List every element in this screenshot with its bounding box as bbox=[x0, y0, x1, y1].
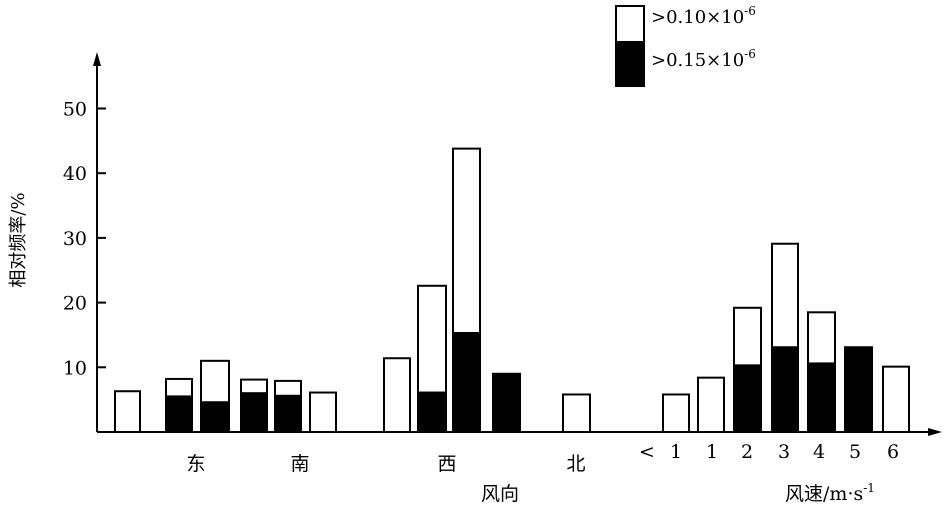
x-tick-label-speed: 5 bbox=[849, 441, 861, 463]
x-tick-label-speed: 2 bbox=[741, 441, 753, 463]
bar-p010 bbox=[114, 390, 141, 434]
x-tick-label-direction: 东 bbox=[186, 453, 205, 475]
x-axis-label-speed-sup: -1 bbox=[863, 481, 875, 495]
bar-p015 bbox=[165, 395, 193, 434]
x-axis-label-direction: 风向 bbox=[481, 483, 519, 505]
legend: >0.10×10-6 >0.15×10-6 bbox=[615, 4, 756, 87]
bar-p015 bbox=[807, 362, 836, 433]
y-tick-label: 50 bbox=[63, 99, 87, 121]
legend-label-p010-text: >0.10×10 bbox=[651, 7, 744, 28]
x-axis-label-speed-text: 风速/m·s bbox=[785, 483, 863, 505]
x-tick-label-speed: 6 bbox=[887, 441, 899, 463]
y-axis bbox=[93, 52, 101, 432]
y-axis-label: 相对频率/% bbox=[8, 192, 29, 287]
bar-p015 bbox=[492, 372, 521, 433]
y-tick-label: 20 bbox=[63, 293, 87, 315]
x-tick-label-speed: 1 bbox=[706, 441, 718, 463]
x-tick-label-speed: 1 bbox=[670, 441, 682, 463]
legend-label-p010: >0.10×10-6 bbox=[651, 4, 756, 28]
x-tick-labels: 东 南 西 北 < 1 1 2 3 4 5 6 bbox=[186, 441, 899, 475]
x-tick-label-speed: 4 bbox=[813, 441, 825, 463]
x-axis-label-speed: 风速/m·s-1 bbox=[785, 481, 875, 505]
bar-p010 bbox=[309, 391, 337, 433]
bar-p015 bbox=[274, 394, 302, 434]
bar-p010 bbox=[662, 393, 690, 433]
x-tick-label-direction: 北 bbox=[566, 453, 585, 475]
y-ticks: 10 20 30 40 50 bbox=[63, 99, 106, 379]
bar-p010 bbox=[882, 365, 910, 434]
bar-p015 bbox=[733, 364, 762, 434]
bar-p015 bbox=[844, 346, 873, 434]
bar-p015 bbox=[417, 391, 447, 433]
bar-p010 bbox=[383, 357, 411, 434]
legend-label-p015: >0.15×10-6 bbox=[651, 47, 756, 71]
legend-label-p010-sup: -6 bbox=[744, 4, 756, 18]
legend-label-p015-text: >0.15×10 bbox=[651, 50, 744, 71]
bars bbox=[114, 147, 910, 434]
x-tick-label-direction: 南 bbox=[290, 453, 309, 475]
x-tick-label-direction: 西 bbox=[437, 453, 456, 475]
bar-p015 bbox=[240, 392, 268, 433]
y-tick-label: 10 bbox=[63, 357, 87, 379]
bar-p015 bbox=[200, 401, 230, 434]
x-tick-label-speed: 3 bbox=[778, 441, 790, 463]
x-tick-label-speed: < bbox=[639, 441, 655, 463]
bar-p015 bbox=[452, 332, 481, 433]
bar-p010 bbox=[697, 376, 725, 434]
bar-p010 bbox=[562, 393, 591, 433]
legend-swatch-p015 bbox=[615, 41, 645, 87]
y-tick-label: 30 bbox=[63, 228, 87, 250]
y-tick-label: 40 bbox=[63, 163, 87, 185]
legend-label-p015-sup: -6 bbox=[744, 47, 756, 61]
bar-p015 bbox=[771, 346, 799, 434]
legend-swatch-p010 bbox=[615, 5, 645, 43]
